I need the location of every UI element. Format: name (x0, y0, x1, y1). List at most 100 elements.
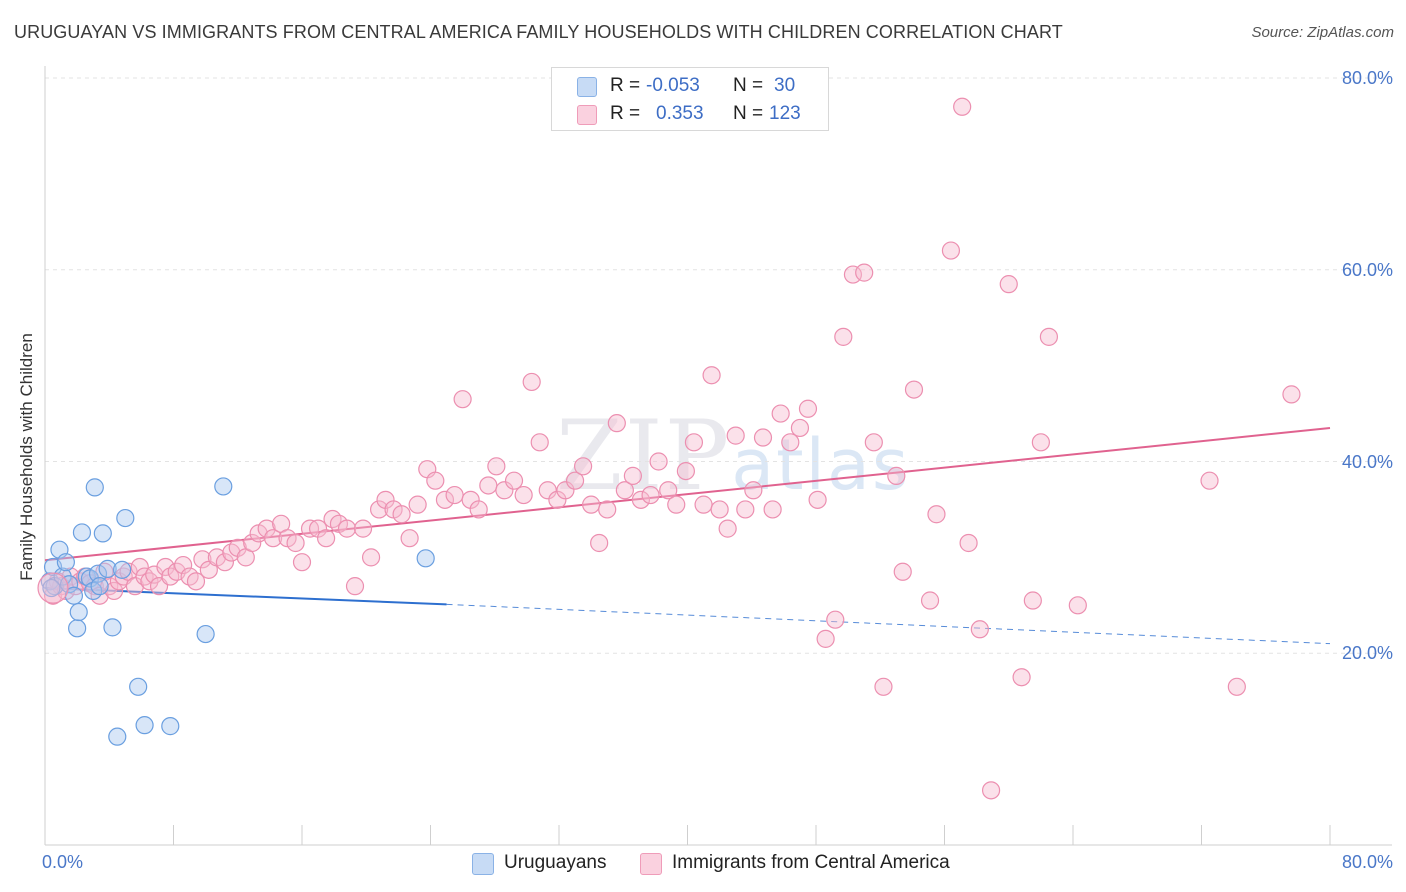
point-uruguayans (196, 624, 215, 644)
point-immigrants (193, 550, 212, 569)
chart-title: URUGUAYAN VS IMMIGRANTS FROM CENTRAL AME… (14, 22, 1063, 42)
point-immigrants (435, 490, 455, 509)
source-credit: Source: ZipAtlas.com (1251, 24, 1394, 41)
point-immigrants-large (37, 572, 69, 604)
r-value: 0.353 (656, 103, 704, 124)
legend-swatch-uruguayans (472, 853, 494, 875)
stats-box: R = -0.053 N = 30 R = 0.353 N = 123 (551, 67, 829, 131)
point-immigrants (887, 466, 906, 485)
point-immigrants (156, 557, 175, 577)
point-immigrants (263, 529, 283, 548)
y-tick-label: 80.0% (1341, 68, 1393, 88)
point-immigrants (565, 471, 585, 490)
point-uruguayans (135, 716, 154, 735)
point-uruguayans (116, 508, 135, 528)
point-immigrants (659, 481, 678, 500)
point-uruguayans (68, 619, 87, 638)
point-immigrants (487, 457, 506, 476)
point-immigrants (1068, 596, 1087, 615)
watermark-atlas: atlas (731, 424, 911, 506)
trend-lines (44, 426, 1331, 645)
point-immigrants (826, 610, 845, 629)
point-immigrants (353, 519, 373, 538)
point-immigrants (582, 495, 601, 514)
point-immigrants (808, 490, 827, 509)
point-uruguayans (59, 575, 79, 594)
point-immigrants (556, 481, 575, 500)
point-immigrants (843, 265, 863, 284)
y-tick-label: 40.0% (1341, 451, 1393, 472)
point-immigrants (504, 471, 524, 490)
point-immigrants (667, 495, 686, 514)
point-immigrants (392, 505, 411, 524)
point-immigrants (174, 555, 193, 575)
point-immigrants (445, 485, 464, 505)
point-immigrants (522, 372, 541, 392)
point-immigrants (744, 481, 763, 500)
axes (44, 66, 1392, 846)
n-label: N = (733, 75, 764, 96)
point-immigrants (920, 591, 940, 610)
point-immigrants (941, 241, 961, 260)
point-immigrants (790, 418, 810, 438)
point-immigrants (345, 577, 365, 596)
point-immigrants (999, 275, 1018, 294)
point-immigrants (855, 263, 874, 282)
point-immigrants (316, 529, 336, 548)
trend-line-uruguayans (44, 587, 447, 606)
point-uruguayans (72, 523, 92, 542)
point-immigrants (426, 471, 445, 490)
legend-label: Immigrants from Central America (672, 852, 950, 873)
point-immigrants (970, 620, 989, 639)
r-value: -0.053 (646, 75, 700, 96)
point-immigrants (781, 433, 800, 452)
point-immigrants (361, 548, 381, 567)
point-immigrants (337, 519, 357, 538)
point-immigrants (893, 562, 912, 581)
point-immigrants (763, 500, 782, 519)
point-immigrants (1282, 385, 1301, 404)
n-label: N = (733, 103, 764, 124)
point-immigrants (1227, 677, 1246, 696)
point-immigrants (104, 581, 124, 601)
point-immigrants (834, 327, 853, 346)
data-points (37, 97, 1301, 800)
point-immigrants (1031, 433, 1050, 452)
point-immigrants (514, 485, 533, 505)
point-immigrants (959, 533, 978, 553)
point-uruguayans (69, 602, 88, 622)
point-uruguayans (161, 717, 180, 736)
point-immigrants (598, 500, 617, 519)
stats-swatch-immigrants (577, 105, 597, 125)
point-immigrants (718, 519, 737, 538)
point-immigrants (292, 553, 312, 572)
point-uruguayans (56, 553, 75, 572)
point-uruguayans (85, 478, 104, 497)
point-immigrants (186, 572, 206, 591)
y-tick-label: 20.0% (1341, 643, 1393, 664)
point-immigrants (243, 533, 262, 553)
x-tick-label: 0.0% (42, 852, 84, 872)
stats-swatch-uruguayans (577, 77, 597, 97)
point-immigrants (615, 481, 634, 500)
point-immigrants (530, 433, 549, 452)
grid-lines (45, 77, 1390, 654)
point-immigrants (641, 485, 660, 505)
point-immigrants (864, 433, 883, 452)
point-immigrants (370, 500, 389, 519)
point-immigrants (631, 490, 651, 509)
point-immigrants (130, 557, 149, 577)
point-immigrants (736, 500, 755, 519)
legend-swatch-immigrants (640, 853, 662, 875)
point-immigrants (479, 476, 498, 495)
r-label: R = (610, 75, 641, 96)
point-uruguayans (42, 578, 61, 598)
point-immigrants (904, 380, 924, 399)
point-immigrants (573, 457, 593, 476)
point-immigrants (927, 505, 946, 524)
point-immigrants (981, 781, 1001, 800)
point-immigrants (726, 426, 745, 445)
point-immigrants (710, 500, 729, 519)
point-immigrants (702, 366, 721, 385)
point-immigrants (684, 433, 704, 452)
